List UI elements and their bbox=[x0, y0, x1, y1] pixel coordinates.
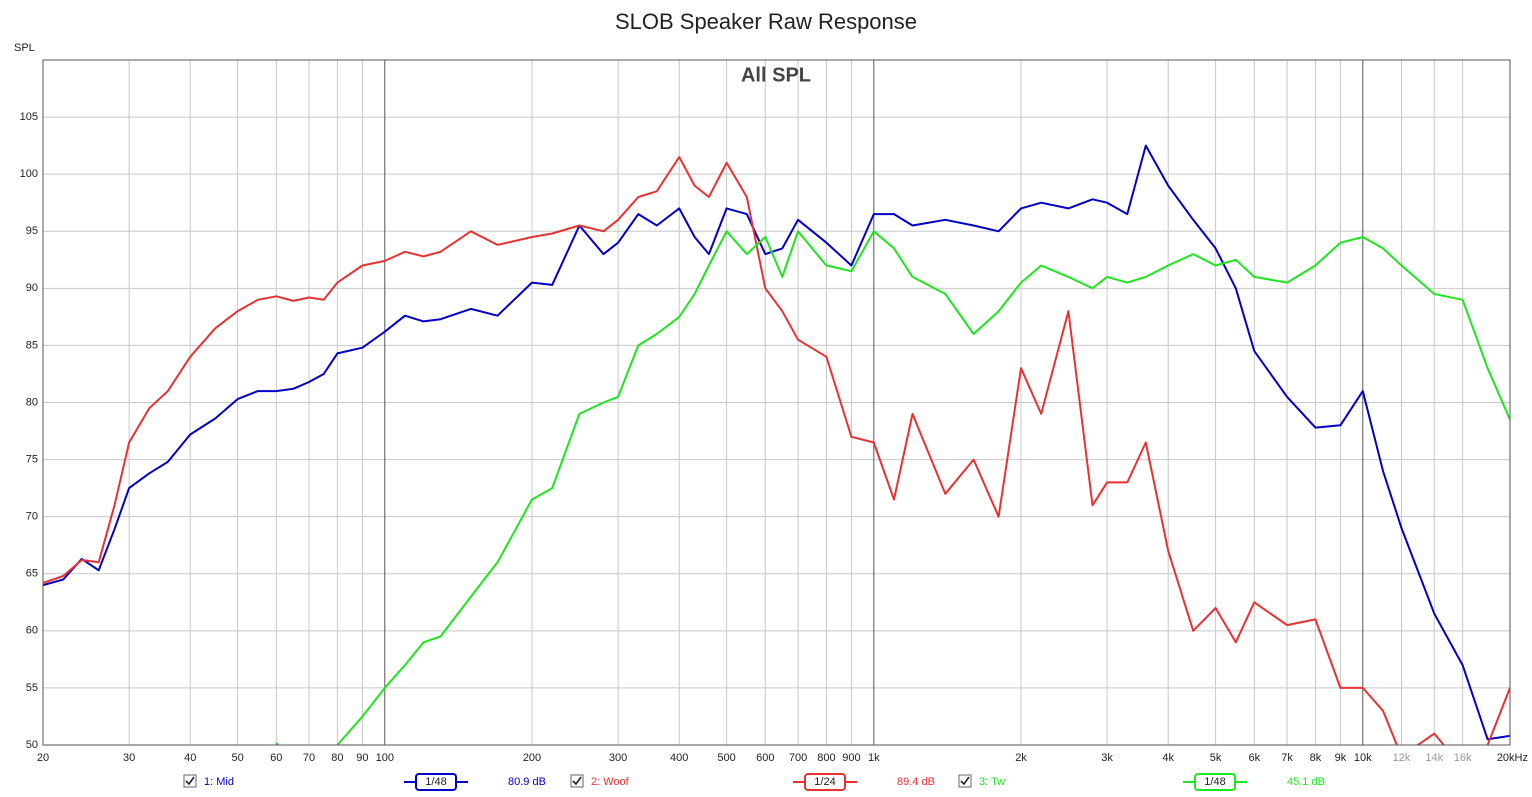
x-tick-label: 16k bbox=[1454, 752, 1472, 764]
legend-smoothing: 1/24 bbox=[814, 776, 835, 788]
x-tick-label: 600 bbox=[756, 752, 774, 764]
x-tick-label: 4k bbox=[1162, 752, 1174, 764]
x-tick-label: 70 bbox=[303, 752, 315, 764]
x-tick-label: 80 bbox=[331, 752, 343, 764]
x-tick-label: 30 bbox=[123, 752, 135, 764]
x-tick-label: 9k bbox=[1335, 752, 1347, 764]
legend-smoothing: 1/48 bbox=[1204, 776, 1225, 788]
x-tick-label: 300 bbox=[609, 752, 627, 764]
legend-name: 2: Woof bbox=[591, 776, 630, 788]
x-tick-label: 700 bbox=[789, 752, 807, 764]
x-tick-label: 3k bbox=[1101, 752, 1113, 764]
x-tick-label: 10k bbox=[1354, 752, 1372, 764]
x-tick-label: 60 bbox=[270, 752, 282, 764]
y-tick-label: 105 bbox=[20, 111, 38, 123]
legend-checkmark bbox=[572, 776, 582, 786]
chart-title: SLOB Speaker Raw Response bbox=[615, 9, 917, 34]
legend-readout: 89.4 dB bbox=[897, 776, 935, 788]
y-tick-label: 50 bbox=[26, 739, 38, 751]
legend-name: 3: Tw bbox=[979, 776, 1005, 788]
x-tick-label: 8k bbox=[1310, 752, 1322, 764]
x-tick-label: 400 bbox=[670, 752, 688, 764]
x-tick-label: 6k bbox=[1248, 752, 1260, 764]
plot-border bbox=[42, 59, 1511, 746]
x-tick-label: 200 bbox=[523, 752, 541, 764]
legend-checkbox[interactable] bbox=[958, 774, 972, 788]
y-tick-label: 85 bbox=[26, 339, 38, 351]
x-tick-label: 14k bbox=[1425, 752, 1443, 764]
y-tick-label: 60 bbox=[26, 625, 38, 637]
legend-smoothing-box[interactable] bbox=[1194, 773, 1236, 791]
x-tick-label: 7k bbox=[1281, 752, 1293, 764]
legend-checkmark bbox=[960, 776, 970, 786]
y-tick-label: 95 bbox=[26, 225, 38, 237]
x-tick-label: 90 bbox=[356, 752, 368, 764]
y-tick-label: 80 bbox=[26, 396, 38, 408]
x-tick-label: 2k bbox=[1015, 752, 1027, 764]
legend-readout: 45.1 dB bbox=[1287, 776, 1325, 788]
y-tick-label: 55 bbox=[26, 682, 38, 694]
x-tick-label: 20 bbox=[37, 752, 49, 764]
series-line bbox=[275, 230, 1510, 745]
legend-smoothing: 1/48 bbox=[425, 776, 446, 788]
legend-checkbox[interactable] bbox=[570, 774, 584, 788]
plot-annotation: All SPL bbox=[741, 64, 811, 86]
x-tick-label: 50 bbox=[231, 752, 243, 764]
y-tick-label: 90 bbox=[26, 282, 38, 294]
legend-smoothing-box[interactable] bbox=[804, 773, 846, 791]
legend-checkmark bbox=[185, 776, 195, 786]
x-tick-label: 500 bbox=[717, 752, 735, 764]
x-tick-label: 900 bbox=[842, 752, 860, 764]
x-tick-label: 1k bbox=[868, 752, 880, 764]
y-tick-label: 100 bbox=[20, 168, 38, 180]
y-tick-label: 70 bbox=[26, 511, 38, 523]
x-tick-label: 12k bbox=[1393, 752, 1411, 764]
y-tick-label: 75 bbox=[26, 453, 38, 465]
legend-checkbox[interactable] bbox=[183, 774, 197, 788]
x-tick-label: 5k bbox=[1210, 752, 1222, 764]
y-axis-label: SPL bbox=[14, 42, 35, 54]
legend-smoothing-box[interactable] bbox=[415, 773, 457, 791]
x-tick-label: 100 bbox=[376, 752, 394, 764]
legend-readout: 80.9 dB bbox=[508, 776, 546, 788]
x-tick-label: 20kHz bbox=[1497, 752, 1528, 764]
y-tick-label: 65 bbox=[26, 568, 38, 580]
legend-name: 1: Mid bbox=[204, 776, 234, 788]
x-tick-label: 800 bbox=[817, 752, 835, 764]
series-line bbox=[43, 156, 1510, 745]
series-line bbox=[43, 144, 1510, 741]
x-tick-label: 40 bbox=[184, 752, 196, 764]
